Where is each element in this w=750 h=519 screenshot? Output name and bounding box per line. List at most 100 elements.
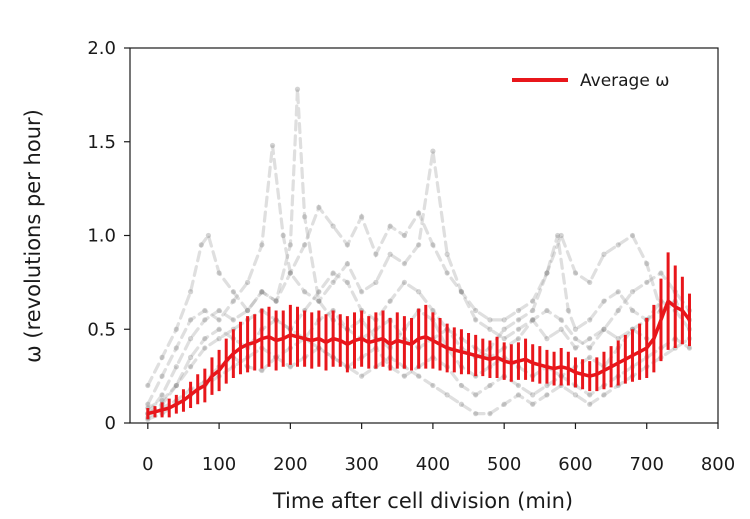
- individual-trace-point: [359, 214, 365, 220]
- individual-trace-point: [259, 367, 265, 374]
- x-tick-label: 0: [142, 454, 153, 475]
- legend: Average ω: [512, 71, 669, 91]
- individual-trace-point: [644, 261, 650, 267]
- individual-trace-point: [159, 392, 165, 398]
- individual-trace-point: [487, 411, 493, 417]
- individual-trace-point: [216, 317, 222, 323]
- x-tick-label: 300: [344, 454, 378, 475]
- individual-trace-point: [565, 307, 571, 314]
- individual-trace-point: [430, 242, 436, 248]
- individual-trace-point: [601, 392, 607, 398]
- individual-trace-point: [302, 214, 308, 220]
- individual-trace-point: [245, 307, 251, 314]
- individual-trace-point: [530, 307, 536, 314]
- individual-trace-point: [416, 242, 422, 248]
- individual-trace-point: [658, 270, 664, 276]
- individual-trace-point: [587, 401, 593, 407]
- individual-trace-point: [216, 270, 222, 276]
- individual-trace-point: [458, 289, 465, 295]
- individual-trace-point: [515, 336, 522, 342]
- individual-trace-point: [287, 242, 293, 248]
- individual-trace-point: [159, 373, 165, 379]
- individual-trace-point: [473, 392, 479, 398]
- individual-trace-point: [202, 345, 208, 351]
- individual-trace-point: [316, 298, 322, 304]
- individual-trace-point: [601, 251, 607, 257]
- individual-trace-point: [302, 242, 308, 248]
- individual-trace-point: [458, 401, 465, 407]
- individual-trace-point: [473, 307, 479, 314]
- individual-trace-point: [444, 270, 450, 276]
- individual-trace-point: [444, 392, 450, 398]
- individual-trace-point: [458, 382, 465, 389]
- individual-trace-point: [515, 307, 522, 314]
- y-tick-label: 0: [105, 413, 116, 434]
- individual-trace-point: [644, 279, 650, 285]
- individual-trace-point: [316, 204, 322, 210]
- individual-trace-point: [373, 251, 379, 257]
- individual-trace-point: [330, 279, 336, 285]
- individual-trace-point: [173, 382, 179, 389]
- average-omega-series: [146, 252, 691, 420]
- individual-trace-point: [686, 345, 693, 351]
- individual-trace-point: [558, 317, 564, 323]
- individual-trace-point: [515, 317, 522, 323]
- individual-trace-point: [572, 392, 579, 398]
- x-tick-label: 800: [701, 454, 735, 475]
- individual-trace-point: [187, 289, 194, 295]
- average-line: [147, 299, 691, 416]
- individual-trace-point: [259, 289, 265, 295]
- individual-trace-point: [572, 270, 579, 276]
- x-tick-label: 600: [558, 454, 592, 475]
- individual-trace-point: [515, 326, 522, 332]
- y-tick-label: 1.5: [87, 132, 116, 153]
- individual-trace-point: [159, 354, 165, 360]
- individual-trace-line: [146, 204, 663, 388]
- individual-trace-point: [487, 317, 493, 323]
- individual-trace-point: [287, 364, 293, 370]
- individual-trace-point: [629, 232, 636, 239]
- individual-trace-point: [373, 279, 379, 285]
- individual-trace-point: [316, 289, 322, 295]
- legend-label-average: Average ω: [580, 71, 669, 91]
- tick-labels: 0 100 200 300 400 500 600 700 800 0 0.5 1.0 1.5 2.0: [87, 38, 735, 475]
- axes: [124, 47, 719, 429]
- individual-trace-point: [473, 317, 479, 323]
- individual-trace-point: [316, 298, 322, 304]
- individual-trace-point: [416, 289, 422, 295]
- individual-trace-point: [601, 326, 607, 332]
- individual-trace-point: [145, 401, 151, 407]
- individual-trace-point: [302, 289, 308, 295]
- individual-trace-point: [216, 307, 222, 314]
- individual-trace-point: [530, 317, 536, 323]
- individual-trace-point: [629, 307, 636, 314]
- x-tick-label: 100: [202, 454, 236, 475]
- individual-trace-point: [544, 270, 550, 276]
- individual-trace-point: [187, 354, 194, 360]
- individual-trace-point: [273, 298, 279, 304]
- individual-trace-point: [530, 392, 536, 398]
- individual-trace-point: [544, 382, 550, 389]
- individual-trace-point: [202, 307, 208, 314]
- individual-trace-point: [572, 326, 579, 332]
- individual-trace-point: [387, 251, 393, 257]
- individual-trace-line: [146, 145, 649, 406]
- individual-trace-point: [587, 354, 593, 360]
- x-axis-title: Time after cell division (min): [272, 489, 573, 513]
- individual-trace-point: [280, 232, 286, 239]
- individual-trace-point: [487, 326, 493, 332]
- individual-trace-point: [230, 289, 236, 295]
- individual-trace-point: [330, 270, 336, 276]
- individual-trace-point: [173, 326, 179, 332]
- individual-trace-point: [245, 279, 251, 285]
- individual-trace-point: [515, 382, 522, 389]
- individual-trace-point: [287, 270, 293, 276]
- x-tick-label: 200: [273, 454, 307, 475]
- individual-trace-point: [615, 336, 621, 342]
- individual-trace-point: [230, 317, 236, 323]
- y-tick-label: 2.0: [87, 38, 116, 59]
- individual-trace-point: [473, 411, 479, 417]
- individual-trace-point: [344, 279, 350, 285]
- individual-trace-point: [601, 298, 607, 304]
